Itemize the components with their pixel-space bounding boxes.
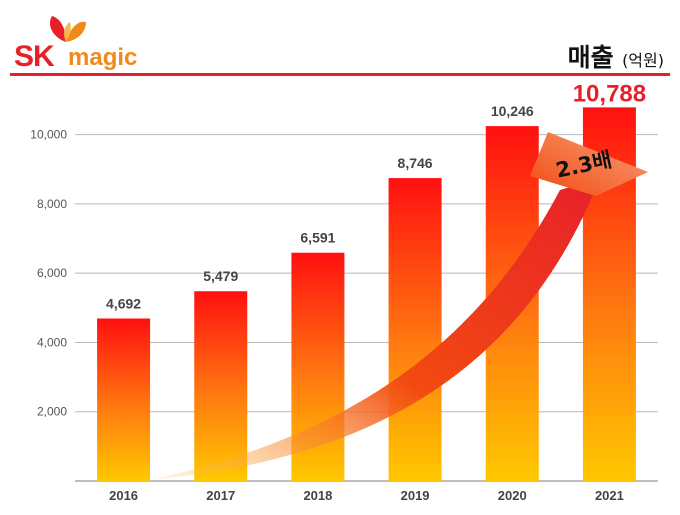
growth-arrow-body (150, 178, 600, 480)
y-tick-label: 10,000 (30, 128, 67, 142)
bar-value-label: 10,246 (491, 103, 534, 119)
chart-title-main: 매출 (567, 43, 614, 72)
bar (97, 318, 151, 481)
header-divider (10, 73, 670, 76)
x-tick-label: 2016 (109, 488, 138, 503)
bar-value-label: 5,479 (203, 268, 238, 284)
bar-value-label: 4,692 (106, 295, 141, 311)
y-tick-label: 2,000 (37, 405, 67, 419)
y-tick-label: 8,000 (37, 197, 67, 211)
y-tick-label: 4,000 (37, 335, 67, 349)
logo-sk-text: SK (14, 40, 55, 73)
x-tick-label: 2021 (595, 488, 624, 503)
x-tick-label: 2017 (206, 488, 235, 503)
chart-title: 매출 (억원) (568, 38, 664, 74)
y-tick-label: 6,000 (37, 266, 67, 280)
x-tick-label: 2018 (303, 488, 332, 503)
chart-title-unit: (억원) (622, 51, 664, 70)
labels-layer: 4,692 2016 5,479 2017 6,591 2018 8,746 2019 10,2… (106, 80, 646, 503)
bar-value-label: 6,591 (300, 230, 335, 246)
sk-magic-logo: SK magic (14, 12, 174, 73)
bar (388, 178, 442, 481)
header: SK magic 매출 (억원) (0, 0, 680, 80)
bar-value-label: 10,788 (573, 80, 646, 107)
bar-value-label: 8,746 (398, 155, 433, 171)
growth-arrow-head (530, 132, 648, 196)
x-tick-label: 2019 (401, 488, 430, 503)
bar (194, 291, 248, 481)
x-tick-label: 2020 (498, 488, 527, 503)
growth-arrow: 2.3배 (150, 132, 648, 480)
logo-magic-text: magic (68, 44, 138, 71)
butterfly-icon (49, 16, 86, 42)
